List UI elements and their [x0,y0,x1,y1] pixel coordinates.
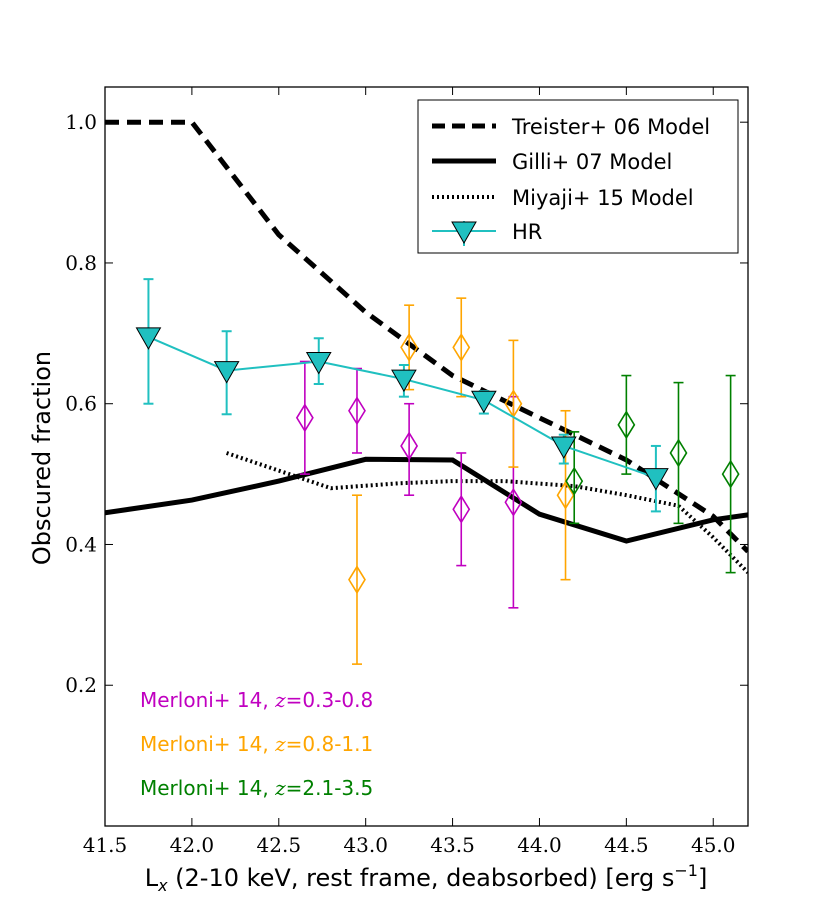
x-tick-label: 43.0 [343,833,388,857]
data-point-merloni-mid [452,332,471,362]
data-point-hr [470,390,497,414]
data-point-hr [550,436,577,459]
x-tick-label: 41.5 [83,833,128,857]
data-point-hr [391,369,417,393]
x-tick-label: 45.0 [691,833,736,857]
y-tick-label: 0.2 [65,673,97,697]
x-axis-label: Lx (2-10 keV, rest frame, deabsorbed) [e… [145,861,708,895]
x-tick-label: 43.5 [430,833,475,857]
legend-swatch-hr-marker [451,221,477,245]
legend-label-treister: Treister+ 06 Model [511,115,710,139]
x-axis-label-rest: (2-10 keV, rest frame, deabsorbed) [erg … [168,864,675,892]
data-point-hr [135,327,162,350]
data-point-merloni-high [565,466,584,496]
data-point-merloni-low [452,494,471,524]
annotation-merloni-low-label: Merloni+ 14, [140,688,275,712]
y-axis-label: Obscured fraction [28,351,56,565]
annotation-merloni-high-z: z [274,776,286,800]
data-point-merloni-low [295,403,314,433]
annotations: Merloni+ 14, z=0.3-0.8 Merloni+ 14, z=0.… [140,688,373,800]
x-tick-label: 42.5 [257,833,302,857]
y-tick-label: 0.4 [65,532,97,556]
legend-label-gilli: Gilli+ 07 Model [512,150,672,174]
data-point-merloni-low [348,396,366,426]
data-point-merloni-mid [348,565,366,595]
y-tick-label: 1.0 [65,110,97,134]
data-point-merloni-low [400,431,419,461]
annotation-merloni-mid: Merloni+ 14, z=0.8-1.1 [140,732,373,756]
data-point-hr [643,468,669,491]
annotation-merloni-low: Merloni+ 14, z=0.3-0.8 [140,688,373,712]
data-point-merloni-high [617,410,636,440]
axis-ticks: 41.5 42.0 42.5 43.0 43.5 44.0 44.5 45.0 0.2 0.4 0.… [65,87,748,857]
data-point-merloni-mid [400,332,419,362]
annotation-merloni-mid-z: z [274,732,286,756]
legend: Treister+ 06 Model Gilli+ 07 Model Miyaj… [417,99,739,254]
series-line-treister [105,119,748,554]
annotation-merloni-low-z: z [274,688,286,712]
annotation-merloni-mid-range: =0.8-1.1 [286,732,374,756]
plot-frame [104,86,749,827]
y-tick-label: 0.8 [65,251,97,275]
x-axis-label-subscript: x [157,876,168,895]
data-point-hr [305,351,332,375]
series-line-miyaji [225,451,748,575]
legend-label-miyaji: Miyaji+ 15 Model [512,186,694,210]
annotation-merloni-high-label: Merloni+ 14, [140,776,275,800]
series-line-hr [148,335,657,479]
annotation-merloni-high: Merloni+ 14, z=2.1-3.5 [140,776,373,800]
x-axis-label-superscript: −1 [674,861,698,880]
annotation-merloni-mid-label: Merloni+ 14, [140,732,275,756]
legend-label-hr: HR [512,220,542,244]
x-tick-label: 42.0 [170,833,215,857]
data-point-merloni-high [721,459,740,489]
plot-area [105,119,748,665]
data-point-merloni-low [504,487,523,517]
annotation-merloni-low-range: =0.3-0.8 [286,688,374,712]
annotation-merloni-high-range: =2.1-3.5 [286,776,374,800]
data-point-merloni-mid [556,480,575,510]
data-point-hr [213,361,240,384]
x-axis-label-close: ] [698,864,707,892]
x-tick-label: 44.5 [604,833,649,857]
series-line-gilli [105,456,748,544]
data-point-merloni-high [669,438,688,468]
y-tick-label: 0.6 [65,392,97,416]
x-tick-label: 44.0 [517,833,562,857]
x-axis-label-main: L [145,864,159,892]
